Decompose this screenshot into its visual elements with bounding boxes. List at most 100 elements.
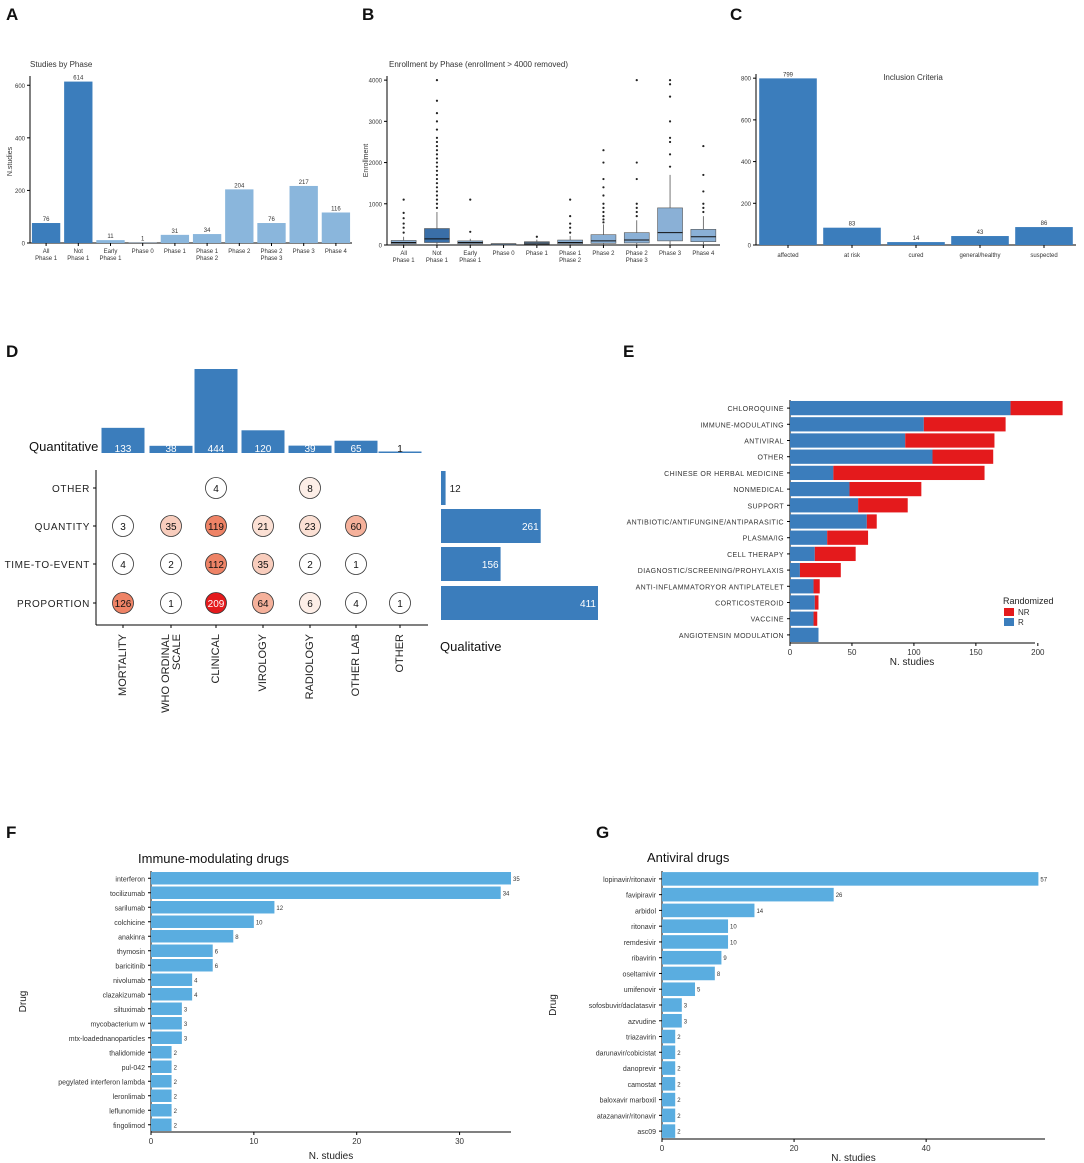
chart-d-cell (205, 592, 227, 614)
chart-f-category-label: anakinra (118, 934, 145, 941)
chart-e-bar-r (790, 611, 814, 626)
chart-d-cell-label: 1 (397, 599, 403, 610)
chart-g-category-label: ribavirin (631, 956, 656, 963)
chart-b-outlier (635, 161, 638, 164)
chart-b-xtick-label: Phase 4 (692, 251, 715, 257)
chart-f-category-label: thymosin (117, 949, 145, 956)
chart-c-xtick-label: general/healthy (959, 253, 1000, 259)
chart-d-top-bar-label: 39 (304, 444, 316, 455)
chart-f-category-label: tocilizumab (110, 891, 145, 898)
chart-d-column-label: OTHER (394, 634, 406, 673)
chart-f-bar-label: 6 (215, 964, 219, 970)
chart-e-xlabel: N. studies (890, 657, 934, 668)
chart-g-title: Antiviral drugs (647, 850, 730, 865)
chart-c-bar (951, 236, 1009, 245)
chart-b-box (590, 234, 617, 244)
chart-b-outlier (668, 140, 672, 144)
panel-label-d: D (6, 342, 18, 361)
chart-b-outlier (435, 79, 439, 82)
chart-b-xtick-label: Phase 1 Phase 2 (559, 251, 582, 264)
chart-d-right-bar (441, 509, 541, 543)
chart-d-top-bar-label: 65 (350, 444, 362, 455)
chart-d-right-bar-label: 411 (580, 599, 596, 610)
chart-b-outlier (602, 177, 605, 181)
chart-d-row-label: TIME-TO-EVENT (5, 560, 90, 571)
chart-f-xtick-label: 30 (455, 1137, 464, 1146)
chart-d-cell (205, 477, 227, 499)
chart-g-bar (662, 966, 715, 981)
chart-b-outlier (702, 206, 705, 210)
chart-g-bar (662, 1124, 676, 1138)
chart-e-bar-nr (905, 433, 995, 448)
chart-g-category-label: favipiravir (626, 893, 657, 900)
chart-c-ytick-label: 0 (748, 244, 752, 250)
chart-b-outlier (635, 79, 638, 82)
chart-c-bar-label: 43 (977, 230, 984, 236)
chart-g-bar-label: 9 (723, 956, 727, 962)
chart-f-category-label: pegylated interferon lambda (58, 1079, 145, 1086)
chart-f-bar (151, 1060, 172, 1073)
chart-d-cell (299, 592, 321, 614)
chart-a-bar (225, 189, 254, 243)
panel-label-a: A (6, 5, 18, 24)
chart-a-bar-label: 76 (43, 217, 50, 223)
chart-b-outlier (668, 83, 672, 86)
chart-a-bar (160, 234, 190, 243)
chart-c-ytick-label: 800 (741, 77, 752, 83)
chart-e-bar-r (790, 627, 819, 643)
chart-a-bar (31, 223, 61, 243)
chart-b-box (424, 228, 450, 243)
chart-g-category-label: sofosbuvir/daclatasvir (589, 1003, 657, 1010)
chart-b-ytick-label: 3000 (369, 120, 383, 126)
chart-g-bar (662, 1013, 682, 1028)
chart-g-bar (662, 1061, 676, 1075)
chart-b-outlier (602, 202, 605, 205)
chart-a-bar (321, 212, 351, 243)
chart-c-bar (759, 78, 817, 245)
chart-e-bar-nr (866, 514, 877, 529)
chart-d-top-bar-label: 133 (115, 444, 132, 455)
chart-f-xlabel: N. studies (309, 1151, 353, 1162)
chart-b-xtick-label: Phase 2 (592, 251, 615, 257)
chart-f-bar-label: 3 (184, 1036, 188, 1042)
chart-b-outlier (668, 120, 672, 123)
chart-g-bar-label: 2 (677, 1130, 681, 1136)
chart-b-outlier (435, 182, 439, 185)
chart-b-outlier (602, 221, 605, 224)
chart-g-bar-label: 3 (684, 1004, 688, 1010)
chart-a-bar-label: 217 (299, 180, 310, 186)
chart-d-cell-label: 8 (307, 484, 313, 495)
chart-f-bar (151, 915, 254, 928)
chart-d-cell (205, 515, 227, 537)
chart-e-category-label: ANTIBIOTIC/ANTIFUNGINE/ANTIPARASITIC (627, 520, 784, 527)
chart-e-bar-nr (827, 530, 869, 545)
chart-f-category-label: interferon (115, 876, 145, 883)
chart-d-right-bar (441, 586, 598, 620)
chart-f-category-label: baricitinib (115, 963, 145, 970)
chart-g-bar (662, 935, 729, 949)
chart-b-outlier (602, 149, 605, 152)
chart-g-bar-label: 2 (677, 1035, 681, 1041)
chart-f-category-label: sarilumab (115, 905, 145, 912)
chart-d-cell (252, 592, 274, 614)
chart-b-outlier (435, 128, 439, 131)
chart-d-cell (252, 515, 274, 537)
chart-a-ytick-label: 0 (22, 242, 26, 248)
chart-e-category-label: CHLOROQUINE (727, 406, 784, 413)
chart-d-right-bar (441, 471, 446, 505)
chart-g-bar (662, 998, 682, 1012)
chart-b-outlier (668, 165, 672, 168)
chart-b-outlier (635, 177, 638, 181)
chart-c-bar-label: 83 (849, 222, 856, 228)
chart-e-xtick-label: 150 (969, 648, 983, 657)
chart-f-category-label: mtx-loadednanoparticles (69, 1036, 146, 1043)
chart-d-cell-label: 21 (257, 522, 269, 533)
chart-d-cell (160, 553, 182, 575)
chart-g-bar (662, 919, 729, 933)
chart-c-bar (823, 227, 881, 245)
chart-b-outlier (435, 194, 439, 197)
chart-b-outlier (435, 120, 439, 123)
chart-f-bar (151, 1075, 172, 1088)
chart-f-bar-label: 2 (174, 1065, 178, 1071)
